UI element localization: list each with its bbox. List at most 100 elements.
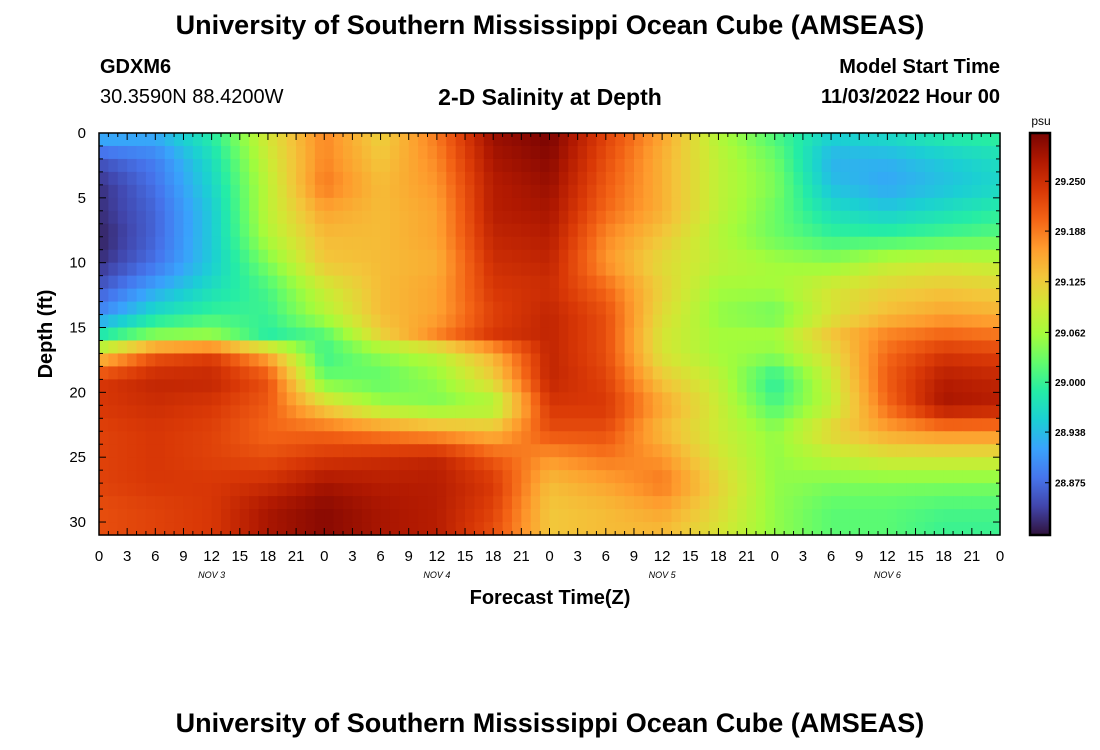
heatmap-cell [831,171,842,186]
heatmap-cell [286,444,297,458]
heatmap-cell [953,197,964,212]
heatmap-cell [108,431,119,445]
heatmap-cell [192,470,203,484]
colorbar-tick-label: 29.250 [1055,177,1086,188]
heatmap-cell [812,431,823,445]
heatmap-cell [587,184,598,199]
heatmap-cell [652,496,663,510]
heatmap-cell [934,379,945,393]
heatmap-cell [680,184,691,199]
heatmap-cell [380,483,391,497]
x-tick-label: 15 [457,548,474,565]
heatmap-cell [896,392,907,406]
heatmap-cell [108,327,119,342]
heatmap-cell [399,210,410,225]
heatmap-cell [718,327,729,342]
heatmap-cell [690,327,701,342]
heatmap-cell [540,275,551,290]
heatmap-cell [981,236,992,251]
heatmap-cell [690,314,701,329]
heatmap-cell [605,133,616,147]
heatmap-cell [389,483,400,497]
heatmap-cell [211,133,222,147]
heatmap-cell [774,366,785,380]
heatmap-cell [267,340,278,355]
heatmap-cell [568,366,579,380]
heatmap-cell [324,483,335,497]
heatmap-cell [99,223,109,238]
heatmap-cell [868,444,879,458]
heatmap-cell [221,314,231,329]
heatmap-cell [314,314,325,329]
heatmap-cell [624,366,635,380]
heatmap-cell [286,210,297,225]
heatmap-cell [145,275,156,290]
heatmap-cell [859,327,870,342]
heatmap-cell [558,210,569,225]
y-tick-label: 15 [69,320,86,337]
heatmap-cell [408,249,419,264]
heatmap-cell [352,522,363,536]
heatmap-cell [962,392,973,406]
heatmap-cell [521,133,532,147]
heatmap-cell [877,314,888,329]
heatmap-cell [371,210,382,225]
heatmap-cell [605,366,616,380]
heatmap-cell [108,158,119,173]
heatmap-cell [971,470,982,484]
heatmap-cell [183,392,194,406]
heatmap-cell [511,197,522,212]
heatmap-cell [596,353,607,368]
heatmap-cell [493,366,504,380]
heatmap-cell [380,392,391,406]
heatmap-cell [577,223,588,238]
heatmap-cell [680,327,691,342]
heatmap-cell [436,171,447,186]
heatmap-cell [690,133,701,147]
heatmap-layer [99,133,1001,536]
heatmap-cell [793,262,804,277]
heatmap-cell [643,379,654,393]
heatmap-cell [352,249,363,264]
heatmap-cell [521,314,532,329]
heatmap-cell [343,444,354,458]
heatmap-cell [596,184,607,199]
heatmap-cell [389,158,400,173]
heatmap-cell [314,327,325,342]
heatmap-cell [192,509,203,523]
heatmap-cell [324,197,335,212]
x-tick-label: 6 [827,548,835,565]
heatmap-cell [840,496,851,510]
heatmap-cell [680,340,691,355]
heatmap-cell [727,418,738,432]
heatmap-cell [831,483,842,497]
heatmap-cell [502,158,513,173]
heatmap-cell [587,158,598,173]
heatmap-cell [887,171,898,186]
heatmap-cell [633,431,644,445]
heatmap-cell [446,236,457,251]
heatmap-cell [877,444,888,458]
heatmap-cell [380,353,391,368]
heatmap-cell [436,133,447,147]
heatmap-cell [765,405,776,419]
heatmap-cell [962,197,973,212]
heatmap-cell [624,184,635,199]
heatmap-cell [577,366,588,380]
heatmap-cell [962,171,973,186]
heatmap-cell [793,249,804,264]
y-tick-label: 30 [69,514,86,531]
heatmap-cell [849,522,860,536]
heatmap-cell [418,418,429,432]
heatmap-cell [418,145,429,160]
colorbar-tick-label: 29.125 [1055,278,1086,289]
heatmap-cell [136,340,147,355]
heatmap-cell [662,444,673,458]
heatmap-cell [755,418,766,432]
heatmap-cell [577,418,588,432]
heatmap-cell [465,249,476,264]
heatmap-cell [258,470,269,484]
heatmap-cell [511,314,522,329]
heatmap-cell [117,145,128,160]
heatmap-cell [99,327,109,342]
